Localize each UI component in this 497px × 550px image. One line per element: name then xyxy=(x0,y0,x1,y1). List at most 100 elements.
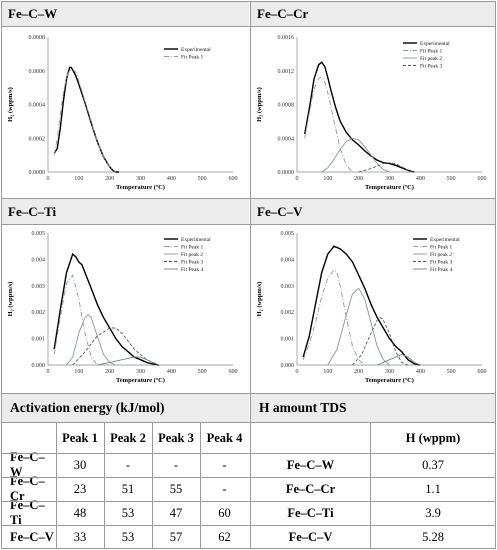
x-tick-label: 400 xyxy=(167,176,176,182)
x-tick-label: 500 xyxy=(198,369,207,375)
series-fit-peak-2-line xyxy=(327,287,390,366)
legend-label: Fit Peak 1 xyxy=(430,245,453,251)
y-tick-label: 0.0002 xyxy=(29,136,46,142)
x-tick-label: 600 xyxy=(478,369,487,375)
activation-column-header: Peak 1 xyxy=(62,430,98,445)
x-tick-label: 300 xyxy=(136,369,145,375)
chart-fe-c-cr: 0 100 200 300 400 500 600 0.0000 0.0004 0.0008 0.0… xyxy=(256,35,487,191)
series-fit-peak-2-line xyxy=(321,137,390,173)
y-tick-label: 0.0008 xyxy=(29,35,46,41)
activation-value: - xyxy=(222,481,227,496)
x-tick-label: 300 xyxy=(136,176,145,182)
divider-vertical-top xyxy=(250,1,251,393)
y-tick-label: 0.004 xyxy=(32,257,46,263)
x-tick-label: 300 xyxy=(385,176,394,182)
chart-fe-c-ti: 0 100 200 300 400 500 600 0.000 0.001 0.002 0.003 0… xyxy=(7,231,238,384)
legend-label: Fit Peak 4 xyxy=(430,267,453,273)
activation-value: 60 xyxy=(218,505,231,520)
x-tick-label: 400 xyxy=(416,176,425,182)
x-tick-label: 200 xyxy=(354,176,363,182)
table-row-divider xyxy=(250,453,496,454)
y-tick-label: 0.002 xyxy=(281,310,295,316)
hamount-row-label: Fe–C–V xyxy=(288,529,333,544)
series-fit-peak-3-line xyxy=(358,162,415,173)
chart-fe-c-w: 0 100 200 300 400 500 600 0.0000 0.0002 0.0004 0.0… xyxy=(7,35,238,191)
legend-label: Fit Peak 3 xyxy=(181,260,204,266)
x-tick-label: 600 xyxy=(229,369,238,375)
table-row-divider xyxy=(250,501,496,502)
panel-title-v: Fe–C–V xyxy=(251,199,495,224)
y-tick-label: 0.002 xyxy=(32,310,46,316)
divider-header-middle xyxy=(1,224,496,225)
x-tick-label: 100 xyxy=(74,176,83,182)
activation-row-label: Fe–C–V xyxy=(10,529,54,544)
legend-label: Fit Peak 1 xyxy=(181,245,204,251)
x-tick-label: 100 xyxy=(323,176,332,182)
x-tick-label: 0 xyxy=(47,176,50,182)
legend-label: Fit Peak 3 xyxy=(430,260,453,266)
y-axis-label: H₂ (wppm/s) xyxy=(7,282,14,317)
x-tick-label: 100 xyxy=(323,369,332,375)
activation-value: 30 xyxy=(73,457,87,472)
table-col-divider xyxy=(56,422,57,549)
y-axis-label: H₂ (wppm/s) xyxy=(256,282,263,317)
series-fit-peak-1-line xyxy=(53,274,98,366)
hamount-row-label: Fe–C–W xyxy=(286,457,335,472)
activation-value: 48 xyxy=(73,505,87,520)
x-tick-label: 0 xyxy=(296,176,299,182)
table-row-divider xyxy=(1,501,250,502)
legend-label: Experimental xyxy=(181,237,211,243)
legend-label: Fit Peak 1 xyxy=(420,49,443,55)
legend-label: Experimental xyxy=(430,237,460,243)
table-row-divider xyxy=(250,477,496,478)
y-tick-label: 0.005 xyxy=(32,231,46,237)
x-axis-label: Temperature (ºC) xyxy=(365,184,414,191)
table-row-divider xyxy=(1,453,250,454)
x-tick-label: 100 xyxy=(74,369,83,375)
y-tick-label: 0.005 xyxy=(281,231,295,237)
activation-column-header: Peak 2 xyxy=(110,430,146,445)
activation-value: 47 xyxy=(169,505,183,520)
activation-column-header: Peak 3 xyxy=(158,430,194,445)
x-tick-label: 200 xyxy=(105,369,114,375)
table-row-divider xyxy=(1,525,250,526)
activation-value: 53 xyxy=(121,529,135,544)
activation-value: - xyxy=(173,457,179,472)
legend-label: Fit peak 2 xyxy=(181,252,203,258)
activation-value: - xyxy=(125,457,131,472)
activation-row-label: Fe–C–Ti xyxy=(10,498,45,527)
activation-value: 33 xyxy=(73,529,87,544)
activation-value: 23 xyxy=(73,481,87,496)
series-fit-peak-1-line xyxy=(302,269,366,366)
table-col-divider xyxy=(370,422,371,549)
table-col-divider xyxy=(200,422,201,549)
hamount-value: 1.1 xyxy=(425,481,441,496)
series-fit-peak-1-line xyxy=(53,68,117,173)
panel-title-w: Fe–C–W xyxy=(2,2,249,26)
divider-charts-bottom xyxy=(1,393,496,394)
y-tick-label: 0.0016 xyxy=(278,35,295,41)
activation-value: 51 xyxy=(121,481,135,496)
y-axis-label: H₂ (wppm/s) xyxy=(256,87,263,122)
activation-value: 55 xyxy=(169,481,183,496)
activation-value: 53 xyxy=(121,505,135,520)
y-tick-label: 0.003 xyxy=(32,284,46,290)
x-tick-label: 500 xyxy=(198,176,207,182)
x-tick-label: 0 xyxy=(47,369,50,375)
series-experimental-line xyxy=(53,66,119,173)
x-tick-label: 400 xyxy=(416,369,425,375)
legend-label: Fit Peak 4 xyxy=(181,267,204,273)
y-tick-label: 0.003 xyxy=(281,284,295,290)
legend-label: Fit peak 2 xyxy=(430,252,452,258)
table-row-divider xyxy=(1,477,250,478)
x-tick-label: 600 xyxy=(229,176,238,182)
table-title-divider xyxy=(1,422,496,423)
legend-label: Experimental xyxy=(420,41,450,47)
y-tick-label: 0.0006 xyxy=(29,69,46,75)
series-experimental-line xyxy=(53,252,160,366)
x-axis-label: Temperature (ºC) xyxy=(116,184,165,191)
hamount-column-header: H (wppm) xyxy=(405,430,461,445)
y-tick-label: 0.0000 xyxy=(278,170,295,176)
activation-value: - xyxy=(222,457,227,472)
x-tick-label: 500 xyxy=(447,369,456,375)
